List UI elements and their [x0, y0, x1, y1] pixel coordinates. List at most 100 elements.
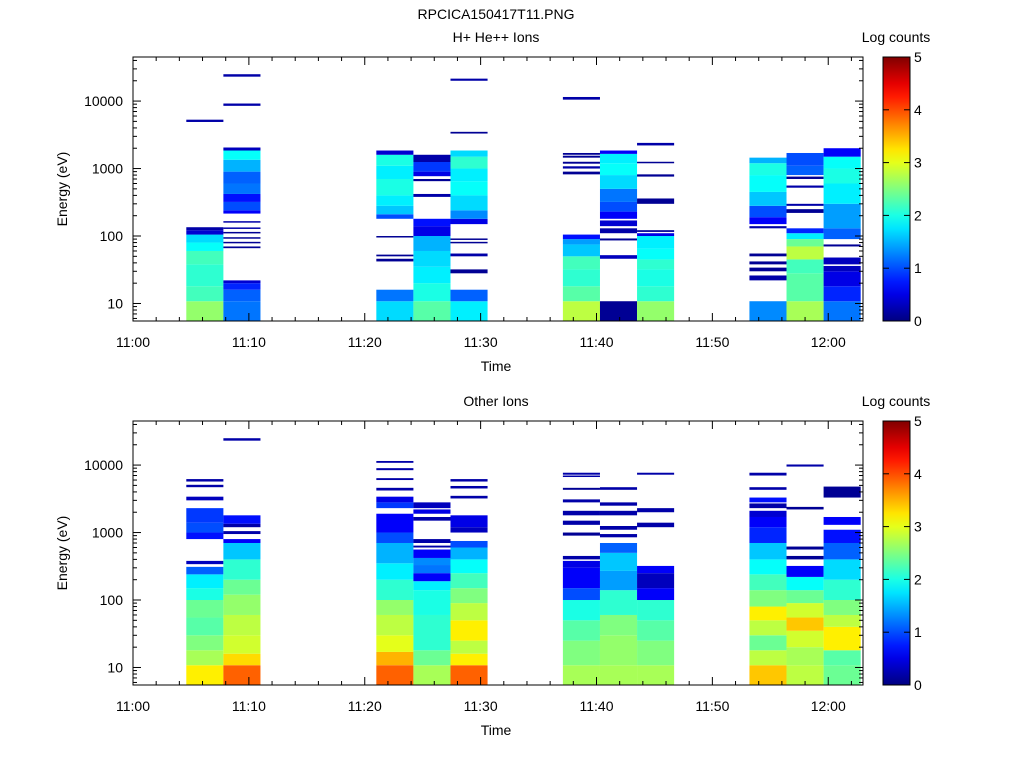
- spectrogram-cell: [450, 238, 488, 240]
- spectrogram-cell: [413, 539, 451, 543]
- colorbar-gradient: [882, 56, 911, 322]
- spectrogram-cell: [413, 557, 451, 566]
- x-tick-label: 11:40: [579, 698, 613, 714]
- spectrogram-cell: [376, 487, 414, 491]
- colorbar-tick-label: 5: [914, 49, 922, 65]
- spectrogram-cell: [637, 600, 675, 621]
- spectrogram-cell: [749, 590, 787, 607]
- spectrogram-cell: [749, 253, 787, 257]
- x-axis-label: Time: [481, 722, 512, 738]
- colorbar-tick-label: 0: [914, 313, 922, 329]
- x-tick-label: 11:20: [348, 698, 382, 714]
- colorbar-label: Log counts: [862, 29, 931, 45]
- spectrogram-cell: [599, 220, 638, 227]
- spectrogram-cell: [223, 171, 261, 184]
- spectrogram-cell: [599, 201, 638, 212]
- spectrogram-cell: [749, 472, 787, 476]
- y-axis-label: Energy (eV): [54, 152, 70, 227]
- spectrogram-cell: [186, 119, 224, 122]
- spectrogram-cell: [186, 242, 224, 251]
- spectrogram-cell: [413, 516, 451, 521]
- spectrogram-cell: [450, 527, 488, 533]
- spectrogram-cell: [637, 286, 675, 302]
- spectrogram-cell: [786, 506, 824, 510]
- spectrogram-cell: [450, 210, 488, 219]
- spectrogram-cell: [749, 217, 787, 225]
- spectrogram-cell: [413, 218, 451, 227]
- spectrogram-cell: [823, 614, 861, 627]
- spectrogram-cell: [562, 487, 600, 490]
- spectrogram-cell: [376, 542, 414, 564]
- spectrogram-cell: [562, 640, 600, 666]
- spectrogram-cell: [599, 552, 638, 571]
- spectrogram-cell: [223, 438, 261, 441]
- spectrogram-cell: [223, 531, 261, 535]
- spectrogram-cell: [223, 147, 261, 151]
- y-tick-label: 1000: [92, 161, 123, 177]
- spectrogram-cell: [823, 579, 861, 601]
- panel-other-ions: Other Ions 11:00 11:10 11:20 11:30 11:40 11:5…: [54, 393, 930, 738]
- spectrogram-cell: [562, 555, 600, 560]
- spectrogram-cell: [786, 246, 824, 260]
- spectrogram-cell: [749, 163, 787, 176]
- spectrogram-cell: [823, 529, 861, 543]
- spectrogram-cell: [376, 301, 414, 321]
- spectrogram-cell: [637, 236, 675, 249]
- spectrogram-cell: [413, 226, 451, 237]
- spectrogram-cell: [749, 527, 787, 543]
- spectrogram-cell: [786, 228, 824, 234]
- colorbar-label: Log counts: [862, 393, 931, 409]
- x-tick-label: 11:50: [695, 334, 729, 350]
- spectrogram-cell: [562, 588, 600, 601]
- spectrogram-cell: [413, 590, 451, 615]
- spectrogram-cell: [186, 496, 224, 501]
- spectrogram-cell: [599, 228, 638, 234]
- spectrogram-cell: [223, 241, 261, 244]
- spectrogram-cell: [450, 289, 488, 302]
- spectrogram-cell: [450, 665, 488, 685]
- spectrogram-cell: [749, 205, 787, 218]
- spectrogram-cell: [637, 573, 675, 589]
- spectrogram-cell: [637, 620, 675, 641]
- spectrogram-cell: [637, 198, 675, 204]
- spectrogram-cell: [599, 570, 638, 591]
- spectrogram-cell: [599, 238, 638, 241]
- spectrogram-cell: [823, 257, 861, 265]
- spectrogram-cell: [413, 650, 451, 666]
- spectrogram-cell: [223, 515, 261, 524]
- spectrogram-cell: [376, 651, 414, 666]
- spectrogram-cell: [599, 150, 638, 154]
- spectrogram-cell: [599, 188, 638, 202]
- colorbar-tick-label: 3: [914, 155, 922, 171]
- spectrogram-cell: [823, 156, 861, 169]
- spectrogram-cell: [413, 665, 451, 685]
- spectrogram-cell: [450, 640, 488, 654]
- spectrogram-cell: [376, 460, 414, 463]
- spectrogram-cell: [223, 283, 261, 290]
- spectrogram-cell: [823, 516, 861, 525]
- spectrogram-cell: [413, 545, 451, 548]
- spectrogram-cell: [223, 210, 261, 214]
- spectrogram-cell: [223, 159, 261, 172]
- spectrogram-cell: [450, 253, 488, 257]
- spectrogram-cell: [223, 542, 261, 560]
- spectrogram-cell: [186, 227, 224, 231]
- x-tick-label: 11:10: [232, 334, 266, 350]
- spectrogram-cell: [376, 579, 414, 601]
- spectrogram-cell: [223, 246, 261, 249]
- spectrogram-cell: [186, 566, 224, 575]
- spectrogram-cell: [749, 665, 787, 685]
- colorbar: 0 1 2 3 4 5: [882, 413, 922, 693]
- spectrogram-cell: [599, 614, 638, 636]
- spectrogram-cell: [413, 154, 451, 162]
- y-tick-label: 10000: [84, 457, 123, 473]
- spectrogram-cell: [749, 487, 787, 490]
- spectrogram-cell: [376, 258, 414, 262]
- colorbar-gradient: [882, 420, 911, 686]
- spectrogram-cell: [450, 131, 488, 134]
- spectrogram-cell: [823, 486, 861, 498]
- spectrogram-cell: [450, 515, 488, 528]
- spectrogram-cell: [599, 153, 638, 164]
- spectrogram-cell: [599, 487, 638, 490]
- y-tick-label: 10: [107, 659, 123, 675]
